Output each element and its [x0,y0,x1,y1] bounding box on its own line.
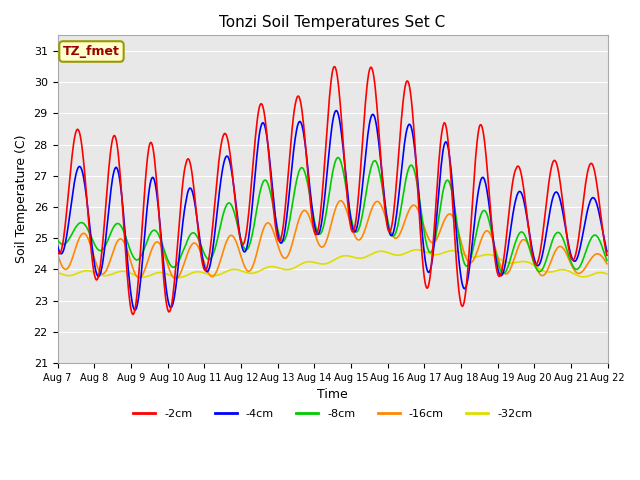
Title: Tonzi Soil Temperatures Set C: Tonzi Soil Temperatures Set C [220,15,445,30]
Legend: -2cm, -4cm, -8cm, -16cm, -32cm: -2cm, -4cm, -8cm, -16cm, -32cm [129,404,536,423]
X-axis label: Time: Time [317,388,348,401]
Y-axis label: Soil Temperature (C): Soil Temperature (C) [15,135,28,264]
Text: TZ_fmet: TZ_fmet [63,45,120,58]
